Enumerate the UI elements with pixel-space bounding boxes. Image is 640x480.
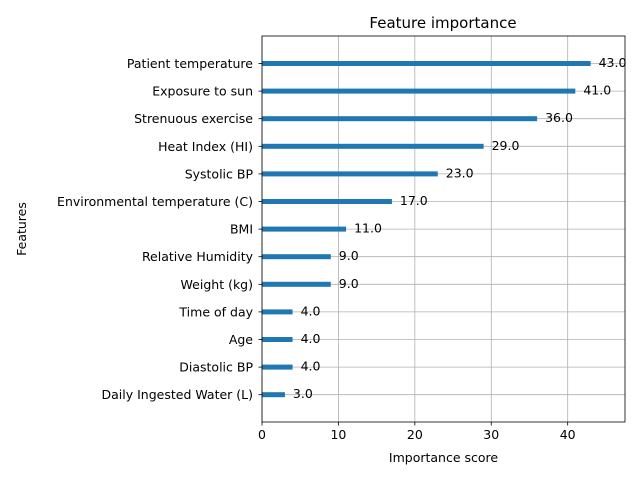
bar-value-label: 29.0	[492, 138, 520, 153]
x-tick-label: 30	[483, 427, 499, 442]
y-axis-title: Features	[14, 202, 29, 256]
category-label: Diastolic BP	[179, 360, 253, 375]
value-labels: 43.0 41.0 36.0 29.0 23.0 17.0 11.0 9.0 9.0 4.0 4.0…	[293, 55, 627, 401]
bar	[262, 364, 293, 370]
x-tick-label: 0	[258, 427, 266, 442]
bar-value-label: 11.0	[354, 221, 382, 236]
bar	[262, 143, 484, 149]
category-label: Strenuous exercise	[134, 111, 253, 126]
category-label: Systolic BP	[185, 166, 254, 181]
bar-value-label: 4.0	[301, 331, 321, 346]
category-labels: Patient temperature Exposure to sun Strenu…	[57, 56, 254, 402]
category-label: Environmental temperature (C)	[57, 194, 253, 209]
bar	[262, 309, 293, 315]
bar	[262, 88, 576, 94]
bar-value-label: 9.0	[339, 248, 359, 263]
x-tick-label: 40	[560, 427, 576, 442]
chart-title: Feature importance	[369, 14, 516, 32]
bar-value-label: 17.0	[400, 193, 428, 208]
category-label: Time of day	[178, 304, 253, 319]
category-label: Daily Ingested Water (L)	[102, 387, 254, 402]
bar-value-label: 23.0	[446, 165, 474, 180]
bar-value-label: 3.0	[293, 386, 313, 401]
category-label: Weight (kg)	[181, 277, 253, 292]
bar	[262, 226, 347, 232]
bars	[262, 61, 591, 398]
x-axis-ticks: 0 10 20 30 40	[258, 63, 576, 442]
category-label: Age	[229, 332, 253, 347]
x-axis-title: Importance score	[389, 450, 499, 465]
bar-value-label: 43.0	[599, 55, 627, 70]
bar-value-label: 4.0	[301, 303, 321, 318]
bar-value-label: 36.0	[545, 110, 573, 125]
category-label: Exposure to sun	[152, 84, 253, 99]
bar-value-label: 4.0	[301, 359, 321, 374]
bar	[262, 337, 293, 342]
bar	[262, 392, 285, 398]
category-label: BMI	[230, 222, 253, 237]
x-tick-label: 20	[407, 427, 423, 442]
bar	[262, 171, 438, 177]
bar	[262, 199, 392, 204]
category-label: Heat Index (HI)	[158, 139, 253, 154]
bar	[262, 61, 591, 66]
plot-frame	[261, 35, 626, 423]
category-label: Patient temperature	[127, 56, 253, 71]
category-label: Relative Humidity	[142, 249, 254, 264]
bar-value-label: 9.0	[339, 276, 359, 291]
bar	[262, 116, 538, 122]
bar	[262, 281, 331, 287]
bar	[262, 254, 331, 260]
bar-value-label: 41.0	[583, 83, 611, 98]
x-tick-label: 10	[330, 427, 346, 442]
